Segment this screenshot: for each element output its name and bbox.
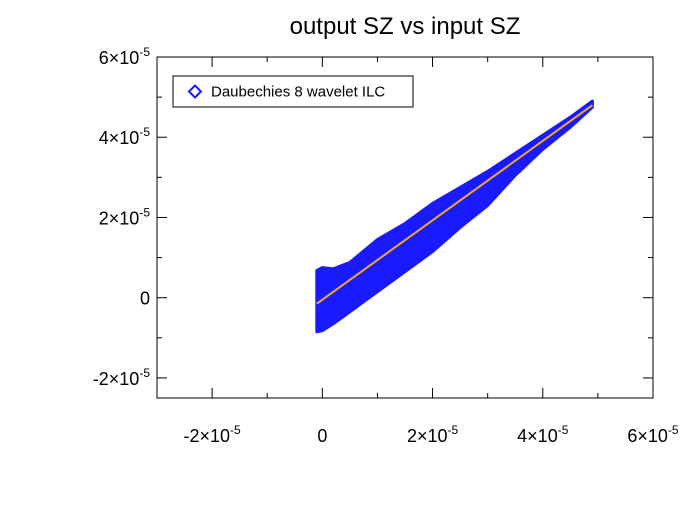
legend: Daubechies 8 wavelet ILC: [172, 75, 414, 108]
y-tick-label: 6×10-5: [99, 45, 151, 68]
x-tick-exponent: -5: [448, 423, 459, 437]
x-tick-base: ×10: [527, 426, 558, 446]
y-tick-exponent: -5: [139, 125, 150, 139]
x-tick-base: ×10: [417, 426, 448, 446]
x-tick-label: 2×10-5: [407, 423, 459, 446]
y-tick-base: ×10: [109, 208, 140, 228]
x-tick-label: 0: [317, 426, 327, 446]
y-tick-label: -2×10-5: [93, 366, 151, 389]
x-tick-mantissa: 4: [517, 426, 527, 446]
chart-title: output SZ vs input SZ: [290, 13, 521, 40]
x-tick-text: 0: [317, 426, 327, 446]
y-tick-mantissa: 6: [99, 48, 109, 68]
x-tick-mantissa: 6: [627, 426, 637, 446]
y-tick-base: ×10: [109, 128, 140, 148]
y-tick-label: 4×10-5: [99, 125, 151, 148]
y-tick-label: 0: [140, 289, 150, 309]
legend-label: Daubechies 8 wavelet ILC: [211, 84, 385, 101]
x-tick-base: ×10: [200, 426, 231, 446]
x-tick-label: 6×10-5: [627, 423, 679, 446]
y-tick-exponent: -5: [139, 366, 150, 380]
y-tick-exponent: -5: [139, 45, 150, 59]
x-tick-base: ×10: [637, 426, 668, 446]
y-tick-mantissa: -2: [93, 369, 109, 389]
x-tick-label: 4×10-5: [517, 423, 569, 446]
y-tick-label: 2×10-5: [99, 205, 151, 228]
x-tick-exponent: -5: [558, 423, 569, 437]
y-tick-mantissa: 4: [99, 128, 109, 148]
x-tick-mantissa: 2: [407, 426, 417, 446]
x-tick-mantissa: -2: [183, 426, 199, 446]
y-tick-base: ×10: [109, 369, 140, 389]
plot-frame: [156, 56, 654, 399]
y-tick-exponent: -5: [139, 205, 150, 219]
x-tick-exponent: -5: [668, 423, 679, 437]
fit-line-1: [316, 104, 593, 305]
x-tick-exponent: -5: [230, 423, 241, 437]
y-tick-base: ×10: [109, 48, 140, 68]
axes-layer: -2×10-5 0 2×10-5 4×10-5 6×10-5-2×10-502×10-5…: [93, 45, 679, 446]
data-layer: [315, 99, 594, 334]
x-tick-label: -2×10-5: [183, 423, 241, 446]
y-tick-text: 0: [140, 289, 150, 309]
y-tick-mantissa: 2: [99, 208, 109, 228]
legend-box: [172, 75, 414, 108]
series-band-0: [315, 99, 594, 334]
legend-marker-diamond: [187, 84, 203, 99]
